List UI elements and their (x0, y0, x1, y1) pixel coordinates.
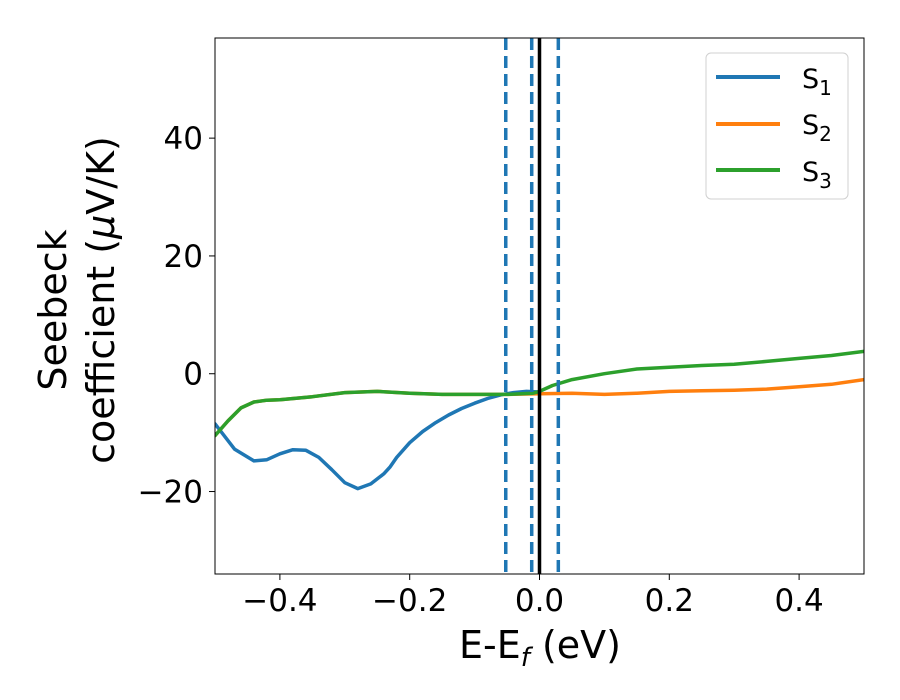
x-tick-label: 0.4 (774, 583, 823, 619)
y-axis-label-line1: Seebeck (31, 229, 75, 390)
x-tick-label: 0.2 (645, 583, 694, 619)
y-axis-label-line2-main: coefficient ( (79, 239, 123, 464)
series-line-s3 (215, 349, 864, 438)
y-tick-label: −20 (138, 475, 203, 511)
y-tick-label: 40 (164, 121, 203, 157)
ticks-layer: −0.4 −0.2 0.0 0.2 0.4 −20 0 20 40 (138, 121, 824, 619)
y-tick-label: 0 (183, 357, 203, 393)
x-tick-label: −0.2 (372, 583, 447, 619)
plot-layer (215, 38, 864, 574)
legend-label-s1: S1 (802, 64, 832, 100)
x-axis-label: E-Ef (eV) (459, 623, 621, 673)
legend-label-s2-sub: 2 (819, 122, 832, 146)
y-axis-label-line2: coefficient (μV/K) (79, 136, 123, 464)
plot-area (215, 38, 864, 574)
y-axis-label-unit: V/K) (79, 136, 123, 215)
x-tick-label: −0.4 (242, 583, 317, 619)
legend-label-s1-sub: 1 (819, 76, 832, 100)
y-tick-label: 20 (164, 239, 203, 275)
x-tick-label: 0.0 (515, 583, 564, 619)
legend-label-s3-sub: 3 (819, 169, 832, 193)
legend-label-s3: S3 (802, 157, 832, 193)
series-line-s1 (215, 389, 542, 491)
x-axis-label-main: E-E (459, 623, 521, 667)
y-axis-label-mu: μ (79, 215, 123, 240)
legend-label-s2: S2 (802, 110, 832, 146)
legend-label-s2-main: S (802, 110, 819, 141)
x-axis-label-unit: (eV) (530, 623, 621, 667)
legend-label-s3-main: S (802, 157, 819, 188)
legend-label-s1-main: S (802, 64, 819, 95)
legend: S1 S2 S3 (705, 52, 849, 200)
